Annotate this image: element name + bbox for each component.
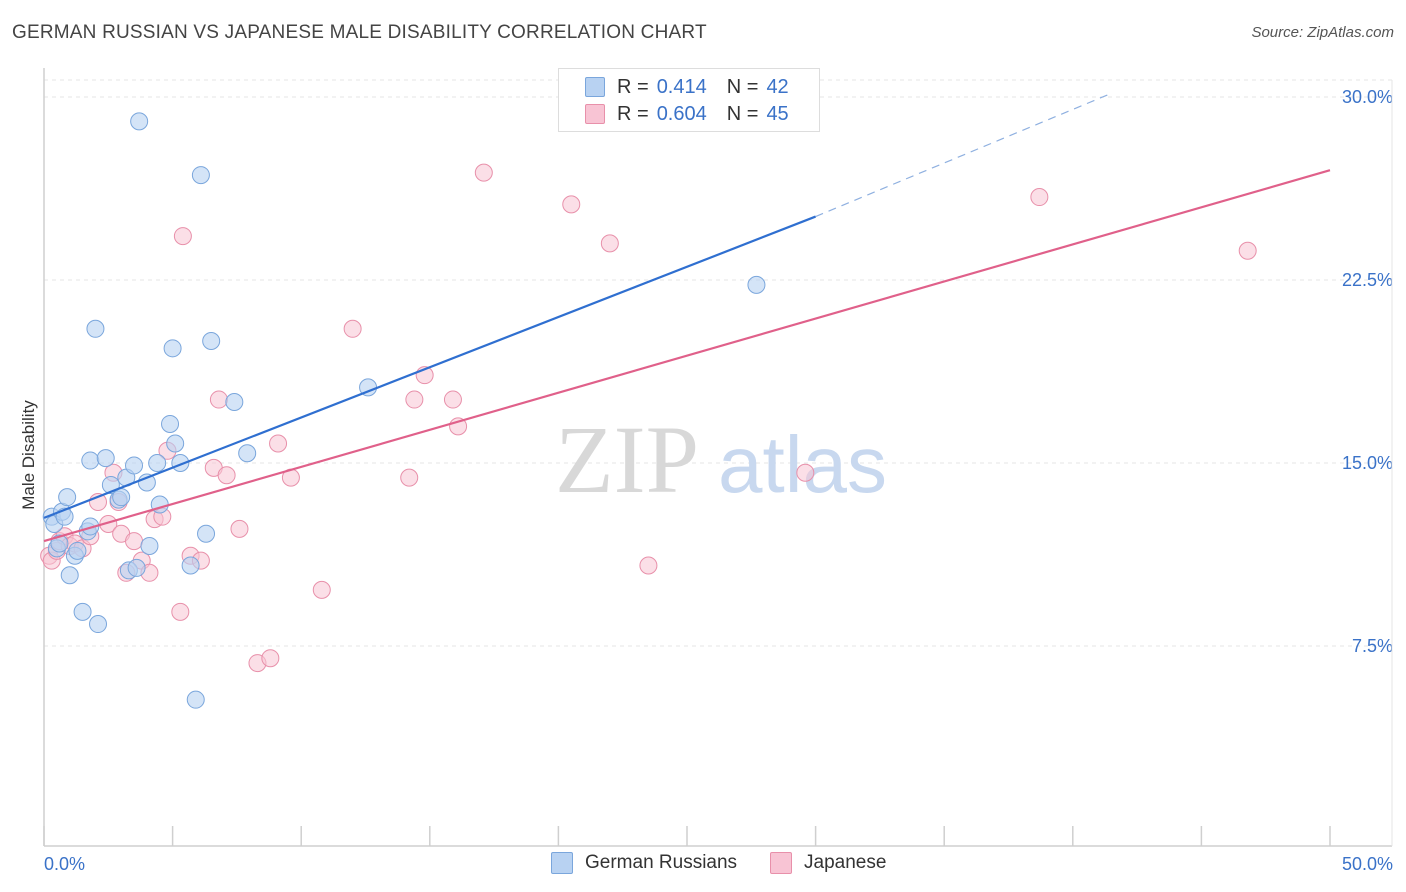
- japanese-point: [217, 466, 236, 485]
- german-russian-point: [89, 615, 108, 634]
- japanese-point: [400, 468, 419, 487]
- japanese-point: [173, 227, 192, 246]
- legend-n-value: 45: [766, 102, 789, 125]
- german-russian-point: [140, 536, 159, 555]
- german-russian-point: [58, 488, 77, 507]
- legend-box: R = 0.414 N = 42 R = 0.604 N = 45: [558, 68, 820, 132]
- japanese-point: [405, 390, 424, 409]
- german-russian-point: [50, 534, 69, 553]
- german-russian-point: [81, 451, 100, 470]
- japanese-point: [171, 602, 190, 621]
- bottom-legend-german-russians: German Russians: [551, 852, 737, 874]
- japanese-point: [796, 463, 815, 482]
- german-russian-point: [747, 275, 766, 294]
- bottom-legend-label: German Russians: [585, 852, 738, 873]
- legend-row-japanese: R = 0.604 N = 45: [585, 101, 789, 127]
- german-russian-point: [81, 517, 100, 536]
- legend-swatch-blue: [585, 77, 605, 97]
- german-russian-point: [181, 556, 200, 575]
- japanese-trend-line: [43, 169, 1331, 543]
- japanese-point: [125, 532, 144, 551]
- watermark-zip: ZIP: [555, 406, 699, 513]
- legend-row-german-russians: R = 0.414 N = 42: [585, 74, 789, 100]
- legend-r-label: R =: [617, 102, 649, 125]
- legend-n-label: N =: [726, 102, 759, 125]
- japanese-point: [1238, 241, 1257, 260]
- german-russian-trend-line: [43, 215, 817, 519]
- legend-swatch-pink: [585, 104, 605, 124]
- german-russian-point: [60, 566, 79, 585]
- legend-r-value: 0.414: [656, 75, 707, 98]
- german-russian-point: [238, 444, 257, 463]
- japanese-point: [443, 390, 462, 409]
- trend-lines: [43, 92, 1331, 543]
- japanese-point: [1030, 188, 1049, 207]
- german-russian-point: [186, 690, 205, 709]
- legend-r-value: 0.604: [656, 102, 707, 125]
- japanese-point: [230, 519, 249, 538]
- bottom-legend-swatch-pink: [770, 852, 792, 874]
- y-tick-label: 15.0%: [1342, 453, 1393, 473]
- legend-r-label: R =: [617, 75, 649, 98]
- japanese-point: [261, 649, 280, 668]
- chart-title: GERMAN RUSSIAN VS JAPANESE MALE DISABILI…: [12, 22, 707, 43]
- x-tick-label: 50.0%: [1342, 854, 1393, 874]
- bottom-legend: German Russians Japanese: [0, 852, 1406, 878]
- grid-layer: [44, 79, 1392, 647]
- german-russian-point: [125, 456, 144, 475]
- legend-n-label: N =: [726, 75, 759, 98]
- german-russian-point: [166, 434, 185, 453]
- y-tick-label: 7.5%: [1352, 636, 1393, 656]
- bottom-legend-label: Japanese: [804, 852, 887, 873]
- axis-layer: 7.5% 15.0% 22.5% 30.0% 0.0% 50.0%: [43, 68, 1393, 874]
- german-russian-point: [191, 166, 210, 185]
- bottom-legend-japanese: Japanese: [770, 852, 886, 874]
- japanese-point: [600, 234, 619, 253]
- german-russian-point: [96, 449, 115, 468]
- y-tick-label: 30.0%: [1342, 87, 1393, 107]
- german-russian-point: [68, 541, 87, 560]
- japanese-point: [312, 580, 331, 599]
- german-russian-point: [130, 112, 149, 131]
- japanese-point: [209, 390, 228, 409]
- german-russian-points: [42, 112, 766, 709]
- y-tick-label: 22.5%: [1342, 270, 1393, 290]
- german-russian-point: [127, 558, 146, 577]
- german-russian-point: [163, 339, 182, 358]
- x-tick-label: 0.0%: [44, 854, 85, 874]
- german-russian-point: [161, 414, 180, 433]
- german-russian-point: [225, 393, 244, 411]
- german-russian-point: [197, 524, 216, 543]
- german-russian-point: [73, 602, 92, 621]
- source-label: Source: ZipAtlas.com: [1251, 24, 1394, 41]
- bottom-legend-swatch-blue: [551, 852, 573, 874]
- japanese-point: [343, 319, 362, 338]
- japanese-point: [639, 556, 658, 575]
- japanese-point: [562, 195, 581, 214]
- legend-n-value: 42: [766, 75, 789, 98]
- german-russian-point: [148, 454, 167, 472]
- y-axis-label: Male Disability: [19, 400, 38, 510]
- japanese-point: [474, 163, 493, 182]
- german-russian-point: [202, 332, 221, 350]
- german-russian-point: [86, 319, 105, 338]
- japanese-point: [269, 434, 288, 453]
- german-russian-trend-extension: [815, 92, 1112, 218]
